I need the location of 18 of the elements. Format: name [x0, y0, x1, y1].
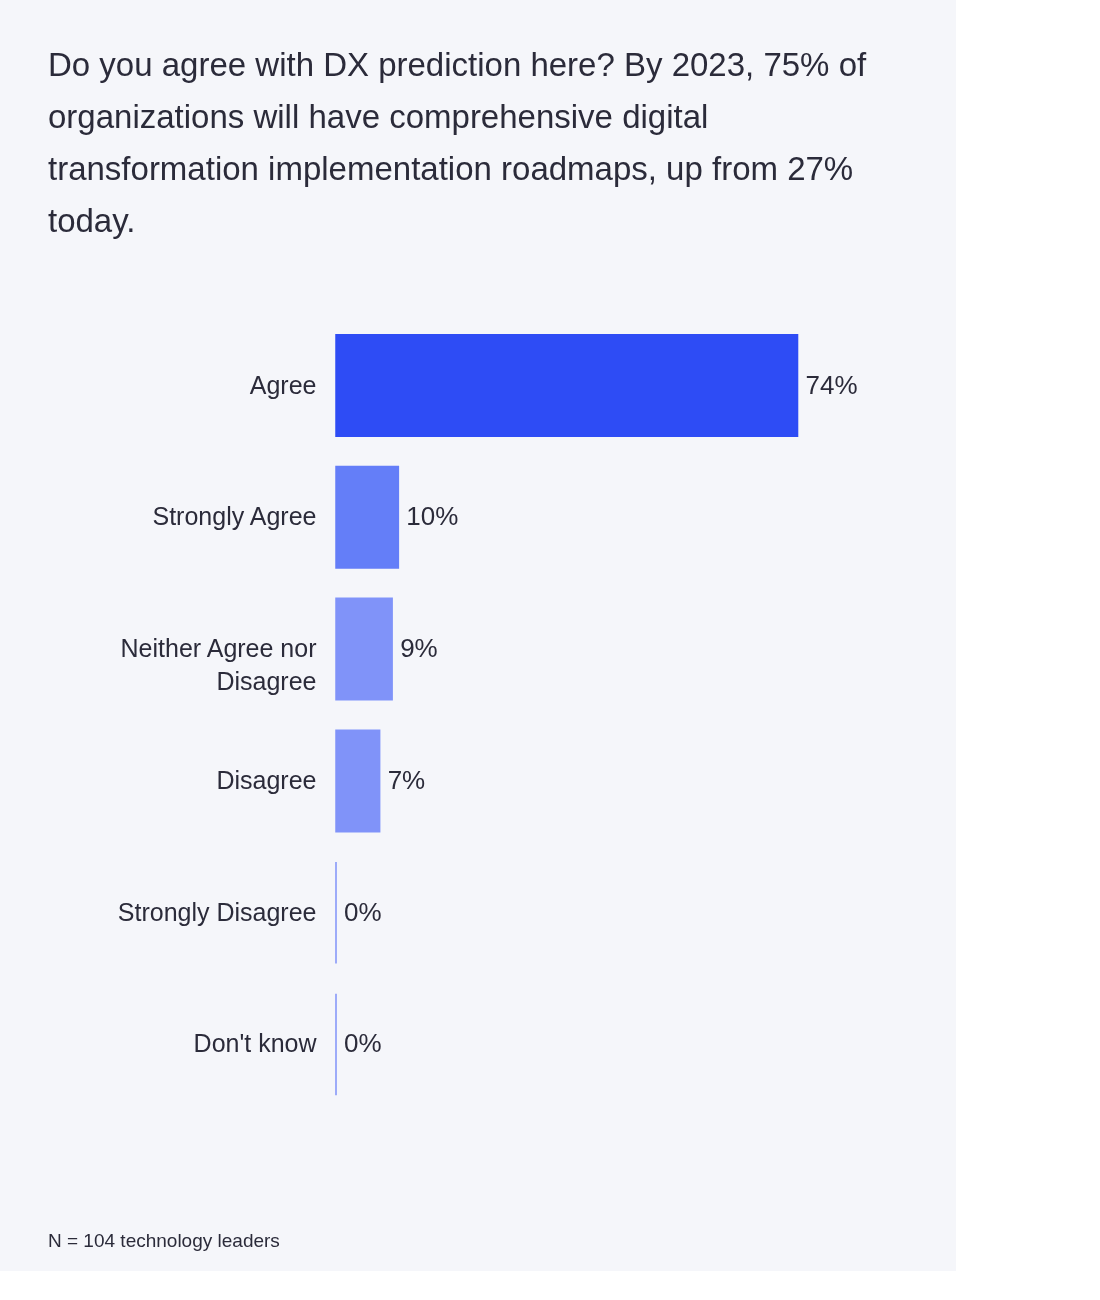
data-label: 7%: [387, 764, 426, 795]
chart-title: Do you agree with DX prediction here? By 2023, 75% of organizations will have comprehensive digital transformation implementation roadmaps, up from 27% today.: [48, 46, 867, 239]
bar: [335, 729, 381, 833]
bar: [335, 334, 799, 438]
y-tick-label: Disagree: [216, 765, 317, 794]
y-tick-label: Neither Agree nor Disagree: [120, 634, 317, 696]
data-label: 9%: [400, 633, 438, 664]
y-tick-label: Don't know: [193, 1029, 318, 1058]
y-tick-label: Strongly Disagree: [117, 897, 317, 926]
y-tick-label: Strongly Agree: [152, 502, 317, 531]
bar: [335, 465, 400, 569]
bar: [335, 597, 393, 701]
y-tick-label: Agree: [249, 370, 317, 399]
data-label: 0%: [344, 896, 382, 927]
data-label: 10%: [406, 501, 459, 532]
text: N = 104 technology leaders: [48, 1230, 280, 1251]
data-label: 0%: [344, 1028, 382, 1059]
data-label: 74%: [805, 369, 858, 400]
